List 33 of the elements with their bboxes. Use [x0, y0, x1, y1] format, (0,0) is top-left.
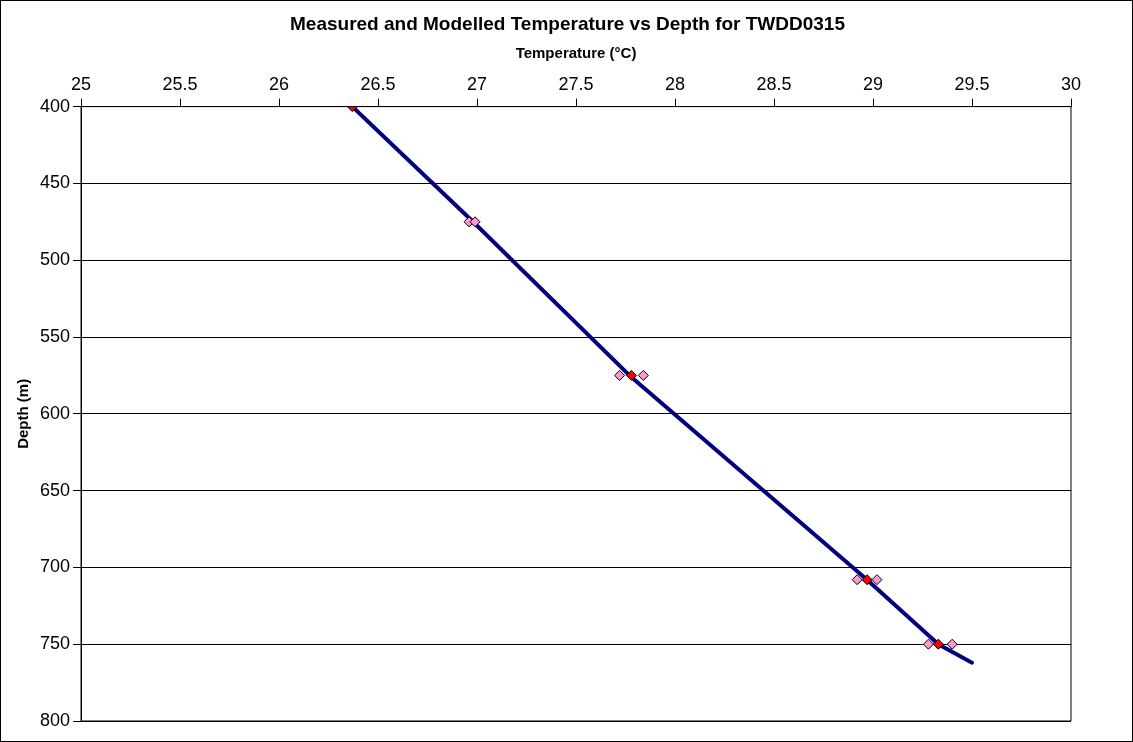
- y-tick-label: 500: [39, 249, 71, 270]
- y-tick-label: 600: [39, 402, 71, 423]
- x-tick-label: 28: [665, 73, 686, 94]
- point: [637, 369, 649, 381]
- x-axis-title: Temperature (°C): [515, 44, 637, 62]
- point: [932, 638, 944, 650]
- y-tick-label: 650: [39, 479, 71, 500]
- y-tick-label: 550: [39, 325, 71, 346]
- x-tick-label: 25.5: [162, 73, 198, 94]
- y-tick-label: 400: [39, 95, 71, 116]
- x-tick-label: 30: [1060, 73, 1082, 94]
- point: [946, 638, 958, 650]
- x-tick-label: 26.5: [360, 73, 396, 94]
- y-tick-label: 750: [39, 633, 71, 654]
- point: [861, 574, 873, 586]
- x-tick-label: 27.5: [558, 73, 594, 94]
- point: [851, 574, 863, 586]
- point: [614, 369, 626, 381]
- x-tick-label: 28.5: [756, 73, 792, 94]
- point: [922, 638, 934, 650]
- y-tick-label: 800: [39, 709, 71, 730]
- point: [871, 574, 883, 586]
- x-tick-label: 26: [269, 73, 290, 94]
- y-tick-label: 450: [39, 172, 71, 193]
- chart-title: Measured and Modelled Temperature vs Depth for TWDD0315: [289, 13, 846, 35]
- x-tick-label: 27: [467, 73, 488, 94]
- point: [469, 216, 481, 228]
- x-tick-label: 29: [862, 73, 884, 94]
- point: [625, 369, 637, 381]
- y-tick-label: 700: [39, 556, 71, 577]
- x-tick-label: 29.5: [954, 73, 990, 94]
- y-axis-title: Depth (m): [14, 378, 32, 449]
- x-tick-label: 25: [71, 73, 92, 94]
